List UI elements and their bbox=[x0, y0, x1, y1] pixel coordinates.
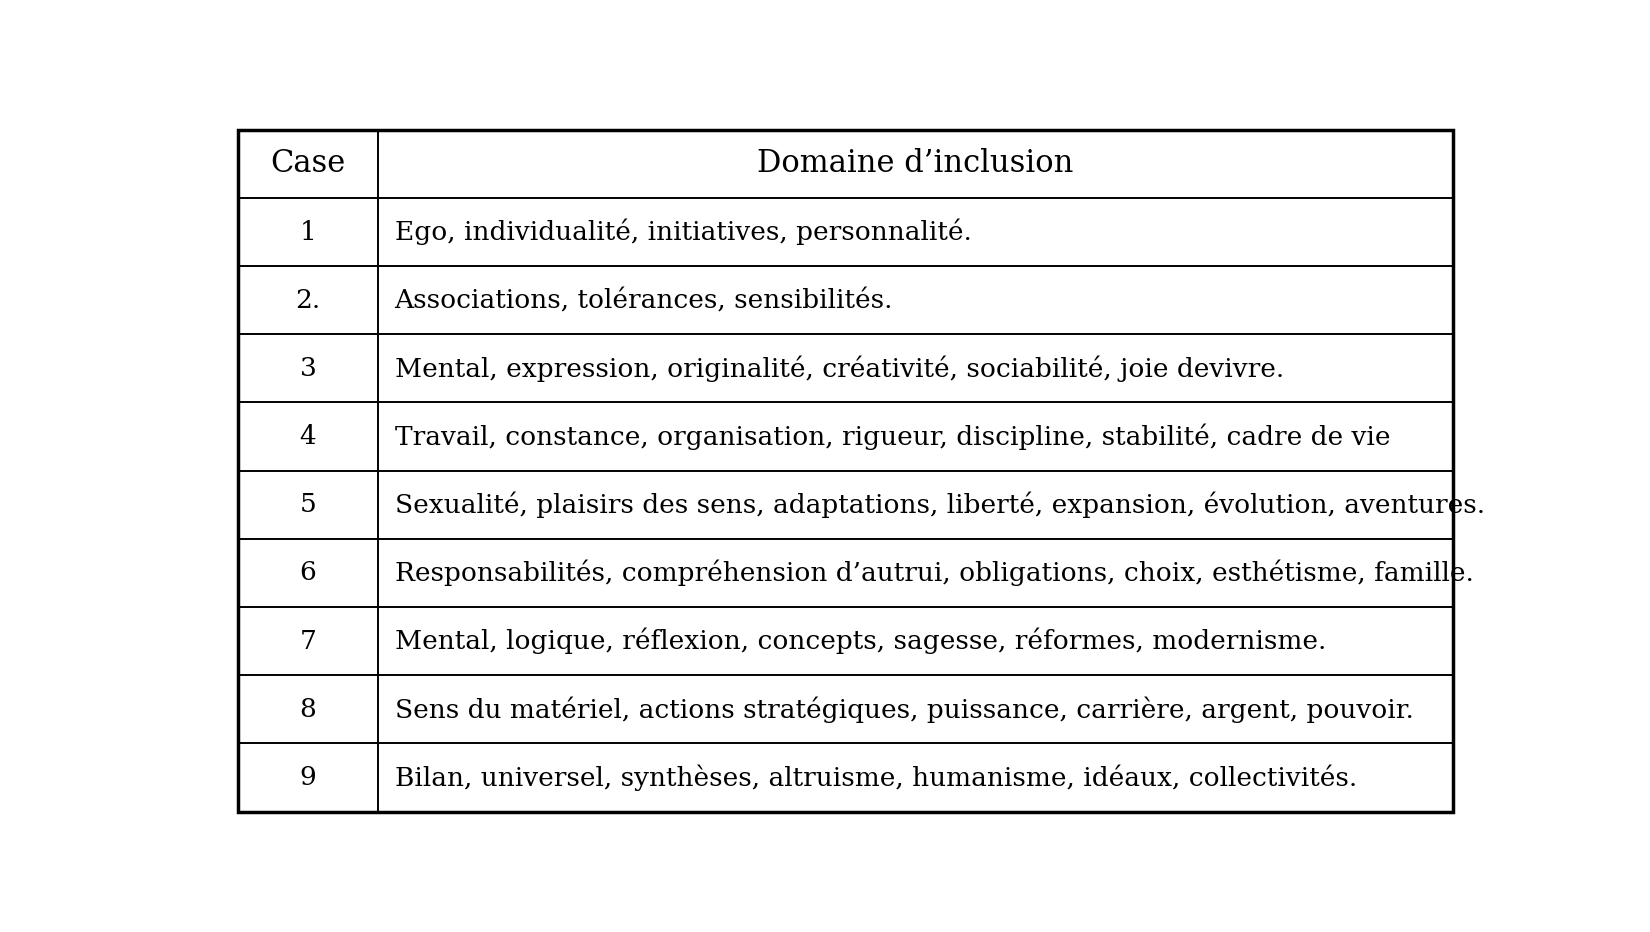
Bar bbox=[238, 607, 378, 675]
Bar bbox=[238, 267, 378, 335]
Bar bbox=[238, 675, 378, 744]
Bar bbox=[238, 471, 378, 539]
Bar bbox=[238, 198, 378, 267]
Text: 8: 8 bbox=[300, 697, 317, 721]
Bar bbox=[238, 744, 378, 812]
Text: 2.: 2. bbox=[295, 288, 320, 313]
Bar bbox=[238, 539, 378, 607]
Text: Associations, tolérances, sensibilités.: Associations, tolérances, sensibilités. bbox=[394, 288, 893, 313]
Text: Sexualité, plaisirs des sens, adaptations, liberté, expansion, évolution, aventu: Sexualité, plaisirs des sens, adaptation… bbox=[394, 491, 1485, 518]
Bar bbox=[238, 335, 378, 403]
Bar bbox=[378, 471, 1454, 539]
Text: 5: 5 bbox=[300, 492, 317, 517]
Bar bbox=[378, 198, 1454, 267]
Text: Bilan, universel, synthèses, altruisme, humanisme, idéaux, collectivités.: Bilan, universel, synthèses, altruisme, … bbox=[394, 764, 1356, 790]
Text: 9: 9 bbox=[300, 765, 317, 790]
Text: Ego, individualité, initiatives, personnalité.: Ego, individualité, initiatives, personn… bbox=[394, 219, 972, 245]
Text: Case: Case bbox=[271, 148, 346, 179]
Text: Travail, constance, organisation, rigueur, discipline, stabilité, cadre de vie: Travail, constance, organisation, rigueu… bbox=[394, 423, 1389, 450]
Bar bbox=[378, 267, 1454, 335]
Bar bbox=[378, 403, 1454, 471]
Bar bbox=[378, 335, 1454, 403]
Bar bbox=[238, 130, 378, 198]
Text: 3: 3 bbox=[300, 356, 317, 381]
Text: 7: 7 bbox=[300, 628, 317, 653]
Text: 1: 1 bbox=[300, 220, 317, 244]
Bar bbox=[378, 675, 1454, 744]
Text: Mental, logique, réflexion, concepts, sagesse, réformes, modernisme.: Mental, logique, réflexion, concepts, sa… bbox=[394, 628, 1327, 654]
Text: 4: 4 bbox=[300, 424, 317, 449]
Bar bbox=[378, 744, 1454, 812]
Text: Domaine d’inclusion: Domaine d’inclusion bbox=[757, 148, 1074, 179]
Text: Mental, expression, originalité, créativité, sociabilité, joie devivre.: Mental, expression, originalité, créativ… bbox=[394, 355, 1284, 381]
Text: Responsabilités, compréhension d’autrui, obligations, choix, esthétisme, famille: Responsabilités, compréhension d’autrui,… bbox=[394, 560, 1473, 586]
Bar bbox=[378, 607, 1454, 675]
Text: Sens du matériel, actions stratégiques, puissance, carrière, argent, pouvoir.: Sens du matériel, actions stratégiques, … bbox=[394, 696, 1414, 722]
Bar bbox=[378, 539, 1454, 607]
Bar bbox=[378, 130, 1454, 198]
Text: 6: 6 bbox=[300, 560, 317, 585]
Bar bbox=[238, 403, 378, 471]
